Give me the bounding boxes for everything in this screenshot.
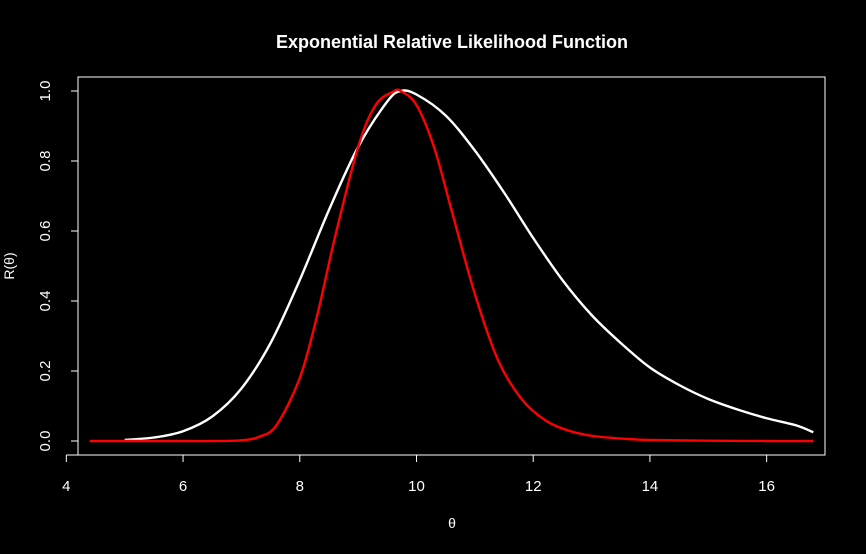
x-tick-label: 14 [642, 478, 659, 495]
chart-title: Exponential Relative Likelihood Function [276, 32, 628, 52]
x-tick-label: 4 [62, 478, 70, 495]
x-tick-label: 6 [179, 478, 187, 495]
series-layer [89, 88, 814, 443]
x-axis: 4 6 8 10 12 14 16 [62, 454, 775, 495]
series-line-2 [89, 88, 814, 443]
y-tick-label: 0.6 [37, 221, 54, 242]
y-tick-label: 1.0 [37, 81, 54, 102]
y-axis-label: R(θ) [1, 252, 17, 279]
y-tick-label: 0.8 [37, 151, 54, 172]
y-tick-label: 0.0 [37, 431, 54, 452]
x-tick-label: 8 [296, 478, 304, 495]
x-tick-label: 16 [758, 478, 775, 495]
y-tick-label: 0.2 [37, 361, 54, 382]
x-tick-label: 10 [408, 478, 425, 495]
x-axis-label: θ [448, 515, 456, 531]
x-tick-label: 12 [525, 478, 542, 495]
y-axis: 0.0 0.2 0.4 0.6 0.8 1.0 [37, 81, 79, 452]
y-tick-label: 0.4 [37, 291, 54, 312]
series-line-1 [124, 89, 814, 442]
